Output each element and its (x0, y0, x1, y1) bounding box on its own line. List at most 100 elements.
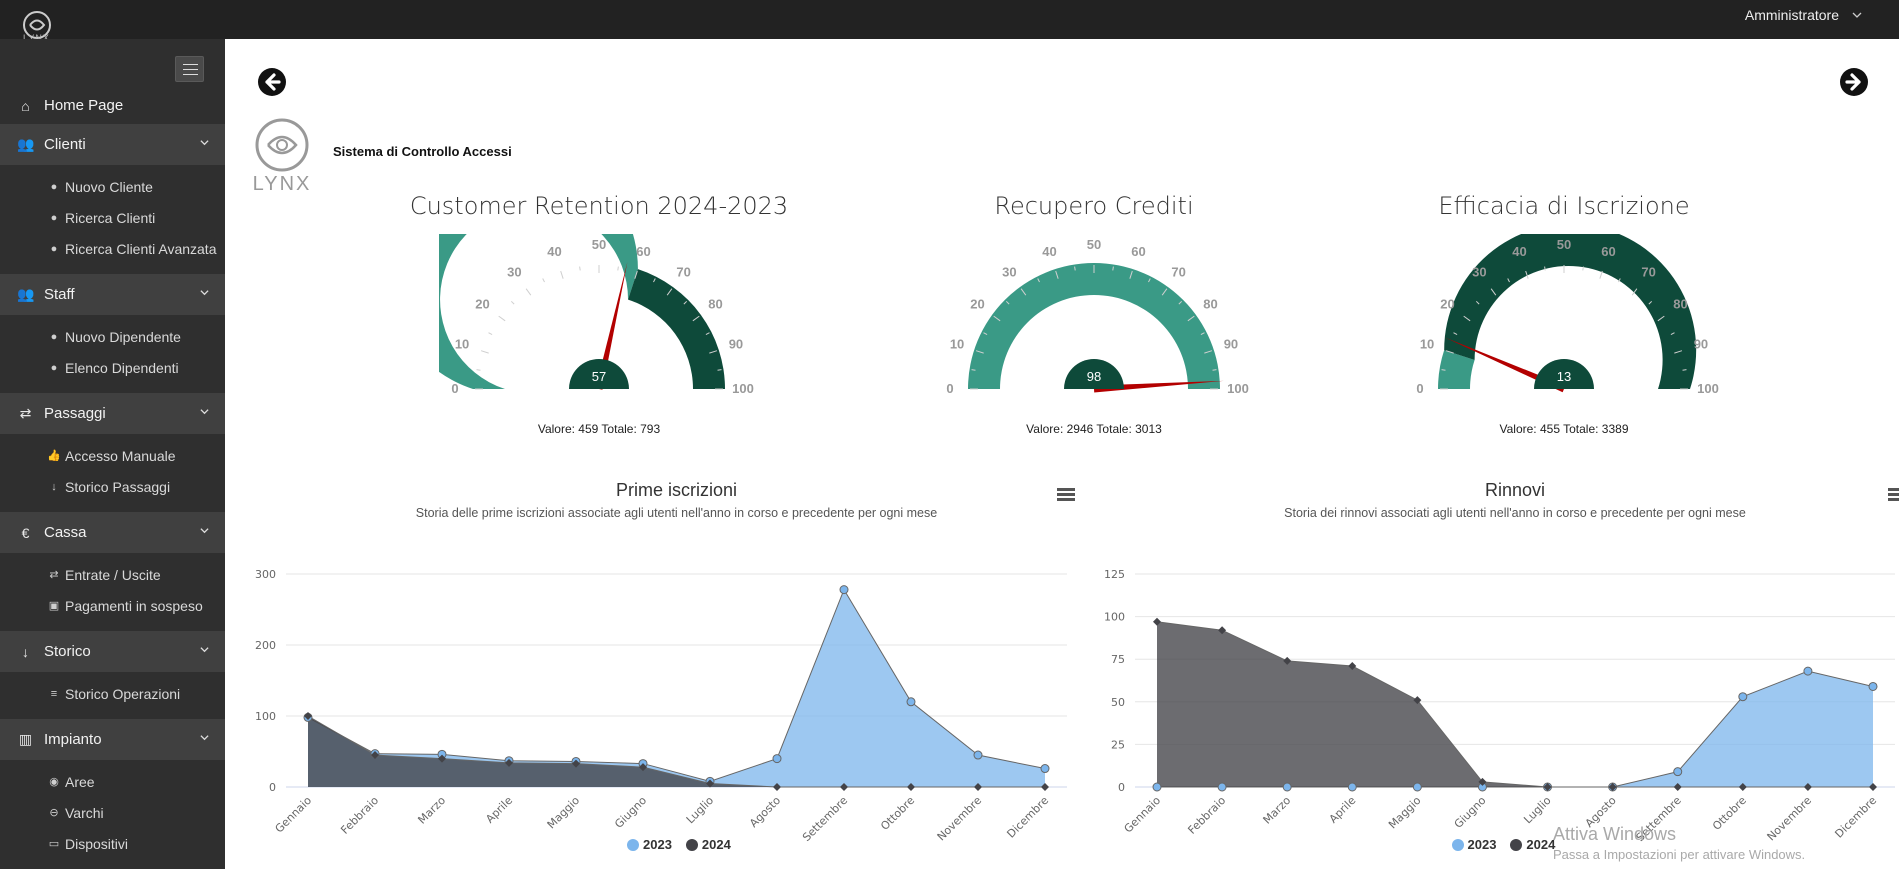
chevron-down-icon[interactable] (200, 645, 209, 654)
x-tick-label: Gennaio (1122, 794, 1164, 836)
arrow-right-icon[interactable] (1839, 67, 1869, 97)
data-point-2024[interactable] (639, 763, 647, 772)
data-point-2024[interactable] (1543, 783, 1552, 791)
data-point-2024[interactable] (572, 759, 580, 768)
data-point-2024[interactable] (1478, 777, 1487, 786)
user-menu-button[interactable]: Amministratore (1744, 7, 1839, 23)
data-point-2023[interactable] (973, 750, 983, 760)
data-point-2023[interactable] (1673, 767, 1683, 777)
legend-label: 2023 (1467, 837, 1497, 852)
chevron-down-icon[interactable] (200, 288, 209, 297)
data-point-2024[interactable] (773, 783, 781, 791)
legend-item-2023[interactable]: 2023 (1451, 837, 1497, 852)
legend-label: 2023 (643, 837, 672, 852)
x-tick-label: Giugno (612, 794, 649, 831)
data-point-2024[interactable] (1041, 783, 1049, 791)
data-point-2023[interactable] (1868, 681, 1878, 691)
y-tick-label: 125 (1104, 568, 1125, 581)
chevron-down-icon[interactable] (200, 407, 209, 416)
sidebar-subitem-accesso-manuale[interactable]: 👍 Accesso Manuale (0, 440, 225, 471)
sidebar-item-passaggi[interactable]: ⇄ Passaggi (0, 393, 225, 434)
data-point-2024[interactable] (840, 783, 848, 791)
sidebar-subitem-label: Storico Operazioni (65, 685, 181, 702)
sidebar-subitem-entrate-uscite[interactable]: ⇄ Entrate / Uscite (0, 559, 225, 590)
x-tick-label: Novembre (935, 794, 985, 844)
sidebar-item-staff[interactable]: 👥 Staff (0, 274, 225, 315)
sidebar-item-label: Staff (44, 286, 75, 303)
sidebar-subitem-elenco-dipendenti[interactable]: ● Elenco Dipendenti (0, 352, 225, 383)
sidebar-item-storico[interactable]: ↓ Storico (0, 631, 225, 672)
sidebar-subitem-dispositivi[interactable]: ▭ Dispositivi (0, 828, 225, 859)
gauge-chart: 0 10 20 30 40 50 60 70 80 90 100 57 (439, 234, 754, 396)
data-point-2024[interactable] (438, 754, 446, 763)
chart-subtitle: Storia dei rinnovi associati agli utenti… (1284, 506, 1746, 520)
data-point-2024[interactable] (371, 751, 379, 760)
sidebar-subitem-storico-passaggi[interactable]: ↓ Storico Passaggi (0, 471, 225, 502)
data-point-2024[interactable] (1348, 662, 1357, 671)
sidebar-item-label: Home Page (44, 97, 124, 114)
gauge-tick-label: 60 (1601, 244, 1615, 259)
chart-menu-icon[interactable] (1057, 488, 1075, 504)
data-point-2024[interactable] (304, 712, 312, 720)
data-point-2023[interactable] (1347, 782, 1357, 792)
users-icon: ● (50, 361, 58, 374)
sidebar-subitem-nuovo-cliente[interactable]: ● Nuovo Cliente (0, 171, 225, 202)
data-point-2023[interactable] (772, 754, 782, 764)
sidebar-item-impianto[interactable]: ▥ Impianto (0, 719, 225, 760)
page-title: Sistema di Controllo Accessi (333, 144, 512, 159)
sidebar-subitem-pagamenti-in-sospeso[interactable]: ▣ Pagamenti in sospeso (0, 590, 225, 621)
data-point-2024[interactable] (1283, 656, 1292, 665)
gauge-value: 57 (592, 369, 606, 384)
legend-item-2024[interactable]: 2024 (685, 837, 731, 852)
user-icon: ● (50, 330, 58, 343)
data-point-2023[interactable] (1803, 666, 1813, 676)
data-point-2023[interactable] (1040, 764, 1050, 774)
data-point-2023[interactable] (1217, 782, 1227, 792)
sidebar-subitem-ricerca-clienti-avanzata[interactable]: ● Ricerca Clienti Avanzata (0, 233, 225, 264)
data-point-2024[interactable] (1218, 626, 1227, 635)
data-point-2024[interactable] (1803, 783, 1812, 791)
data-point-2024[interactable] (1738, 783, 1747, 791)
x-tick-label: Gennaio (273, 794, 315, 836)
legend-item-2024[interactable]: 2024 (1510, 837, 1555, 852)
data-point-2024[interactable] (907, 783, 915, 791)
data-point-2023[interactable] (839, 585, 849, 595)
chevron-down-icon[interactable] (200, 138, 209, 147)
data-point-2023[interactable] (1738, 692, 1748, 702)
sidebar-subitem-varchi[interactable]: ⊖ Varchi (0, 797, 225, 828)
data-point-2024[interactable] (505, 758, 513, 767)
sidebar-item-cassa[interactable]: € Cassa (0, 512, 225, 553)
sidebar-item-home-page[interactable]: ⌂ Home Page (0, 85, 225, 126)
data-point-2023[interactable] (1152, 782, 1162, 792)
chart-menu-icon[interactable] (1888, 488, 1899, 504)
sidebar-toggle-button[interactable] (175, 56, 204, 82)
sidebar-subitem-storico-operazioni[interactable]: ≡ Storico Operazioni (0, 678, 225, 709)
data-point-2024[interactable] (1153, 617, 1161, 626)
data-point-2023[interactable] (1412, 782, 1422, 792)
data-point-2023[interactable] (1282, 782, 1292, 792)
sidebar-subitem-label: Ricerca Clienti Avanzata (65, 240, 217, 257)
data-point-2024[interactable] (706, 779, 714, 788)
data-point-2024[interactable] (1608, 783, 1617, 791)
data-point-2024[interactable] (1869, 783, 1877, 791)
lynx-logo-icon[interactable] (22, 10, 52, 40)
chevron-down-icon[interactable] (200, 733, 209, 742)
data-point-2023[interactable] (906, 697, 916, 707)
sidebar-subitem-aree[interactable]: ◉ Aree (0, 766, 225, 797)
sidebar-subitem-label: Accesso Manuale (65, 447, 176, 464)
x-tick-label: Marzo (415, 794, 448, 827)
y-tick-label: 300 (255, 568, 276, 581)
data-point-2024[interactable] (974, 783, 982, 791)
chevron-down-icon[interactable] (1852, 10, 1862, 20)
gauge-value: 13 (1557, 369, 1571, 384)
data-point-2024[interactable] (1673, 783, 1682, 791)
chevron-down-icon[interactable] (200, 526, 209, 535)
sidebar-subitem-nuovo-dipendente[interactable]: ● Nuovo Dipendente (0, 321, 225, 352)
sidebar-item-clienti[interactable]: 👥 Clienti (0, 124, 225, 165)
arrow-left-icon[interactable] (257, 67, 287, 97)
legend-item-2023[interactable]: 2023 (627, 837, 672, 852)
gauge-tick-label: 30 (1472, 265, 1486, 280)
sidebar-subitem-label: Aree (65, 773, 95, 790)
sidebar-subitem-ricerca-clienti[interactable]: ● Ricerca Clienti (0, 202, 225, 233)
data-point-2024[interactable] (1413, 696, 1422, 705)
